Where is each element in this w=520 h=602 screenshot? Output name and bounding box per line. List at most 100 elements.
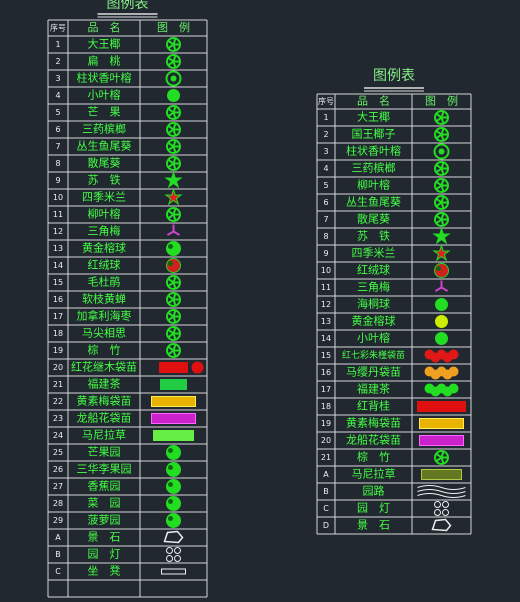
symbol-part <box>434 501 441 508</box>
legend-symbol <box>435 332 448 345</box>
plant-name: 菜 园 <box>88 497 121 510</box>
symbol-part <box>172 157 177 164</box>
row-number: C <box>323 504 329 513</box>
column-header: 图 例 <box>425 94 458 108</box>
plant-name: 红绒球 <box>88 258 121 272</box>
symbol-part <box>166 445 181 460</box>
symbol-part <box>168 448 173 453</box>
symbol-part <box>168 244 173 249</box>
legend-symbol <box>432 226 451 245</box>
legend-symbol <box>166 241 181 256</box>
legend-symbol <box>417 485 466 498</box>
symbol-part <box>172 55 177 62</box>
row-number: 15 <box>321 351 331 360</box>
row-number: 25 <box>53 448 63 457</box>
column-header: 品 名 <box>88 20 121 34</box>
plant-name: 马缨丹袋苗 <box>346 365 401 379</box>
legend-symbol <box>419 418 464 429</box>
plant-name: 景 石 <box>357 519 390 532</box>
symbol-part <box>434 161 449 176</box>
row-number: A <box>55 533 61 542</box>
legend-symbol <box>151 413 196 424</box>
row-number: 19 <box>321 419 331 428</box>
legend-symbol <box>166 139 181 154</box>
row-number: 3 <box>55 74 60 83</box>
plant-name: 黄素梅袋苗 <box>77 394 132 408</box>
legend-symbol <box>435 315 448 328</box>
legend-symbol <box>424 366 459 380</box>
row-number: 5 <box>55 108 60 117</box>
symbol-part <box>159 362 188 373</box>
plant-name: 龙船花袋苗 <box>346 433 401 447</box>
plant-name: 小叶榕 <box>88 88 121 102</box>
symbol-part <box>434 509 441 516</box>
plant-name: 马尖相思 <box>82 327 126 340</box>
symbol-part <box>166 462 181 477</box>
symbol-part <box>166 230 174 236</box>
legend-symbol <box>166 479 181 494</box>
symbol-part <box>166 207 181 222</box>
row-number: B <box>55 550 61 559</box>
legend-symbol <box>434 280 449 292</box>
symbol-part <box>168 516 173 521</box>
plant-name: 三角梅 <box>88 224 121 238</box>
plant-name: 龙船花袋苗 <box>77 411 132 425</box>
symbol-part <box>166 292 181 307</box>
legend-symbol <box>167 89 180 102</box>
symbol-part <box>172 38 177 45</box>
symbol-part <box>167 89 180 102</box>
legend-symbol <box>431 518 452 532</box>
row-number: 17 <box>53 312 63 321</box>
legend-symbol <box>166 343 181 358</box>
symbol-part <box>172 208 177 215</box>
row-number: 12 <box>321 300 331 309</box>
symbol-part <box>164 187 183 206</box>
symbol-part <box>166 343 181 358</box>
row-number: 1 <box>55 40 60 49</box>
row-number: 21 <box>53 380 63 389</box>
symbol-part <box>440 286 449 292</box>
plant-name: 软枝黄蝉 <box>82 292 126 306</box>
row-number: 28 <box>53 499 63 508</box>
plant-name: 柱状香叶榕 <box>346 144 401 158</box>
symbol-part <box>434 178 449 193</box>
symbol-part <box>166 309 181 324</box>
symbol-part <box>166 479 181 494</box>
row-number: 22 <box>53 397 63 406</box>
row-number: 5 <box>323 181 328 190</box>
plant-name: 园 灯 <box>88 548 121 561</box>
symbol-part <box>161 568 186 575</box>
row-number: 4 <box>55 91 60 100</box>
legend-symbol <box>166 275 181 290</box>
symbol-part <box>166 258 181 273</box>
row-number: 13 <box>53 244 63 253</box>
symbol-part <box>434 127 449 142</box>
symbol-part <box>448 383 459 394</box>
row-number: 7 <box>55 142 60 151</box>
row-number: C <box>55 567 61 576</box>
row-number: 13 <box>321 317 331 326</box>
symbol-part <box>172 123 177 130</box>
symbol-part <box>166 513 181 528</box>
row-number: 9 <box>323 249 328 258</box>
symbol-part <box>440 213 445 220</box>
plant-name: 园路 <box>363 485 385 498</box>
row-number: 24 <box>53 431 63 440</box>
legend-symbol <box>166 105 181 120</box>
table-title: 图例表 <box>373 68 415 84</box>
plant-name: 小叶榕 <box>357 331 390 345</box>
symbol-part <box>172 140 177 147</box>
row-number: 20 <box>321 436 331 445</box>
row-number: 8 <box>323 232 328 241</box>
legend-symbol <box>434 110 449 125</box>
plant-name: 黄素梅袋苗 <box>346 416 401 430</box>
legend-symbol <box>165 70 182 87</box>
symbol-part <box>432 226 451 245</box>
symbol-part <box>170 75 177 82</box>
plant-name: 红七彩朱槿袋苗 <box>342 349 405 361</box>
plant-name: 大王椰 <box>88 37 121 51</box>
row-number: 16 <box>321 368 331 377</box>
plant-name: 四季米兰 <box>82 191 126 204</box>
symbol-part <box>174 547 181 554</box>
